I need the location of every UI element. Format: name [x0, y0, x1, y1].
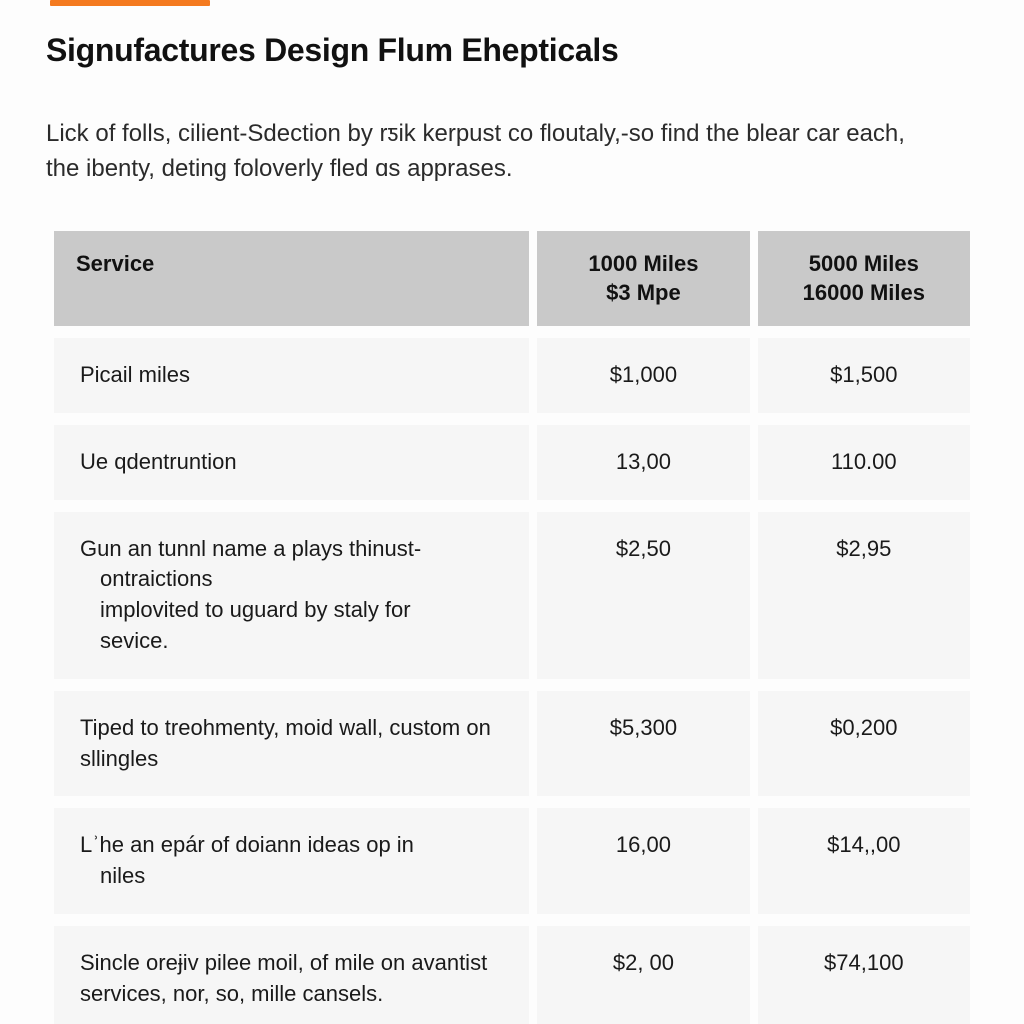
- cell-col2: $14,,00: [758, 808, 970, 914]
- table-row-gap: [54, 679, 970, 691]
- cell-text: Gun an tunnl name a plays thinust-: [80, 536, 421, 561]
- intro-paragraph: Lick of folls, cilient-Sdection by rƽik …: [46, 117, 926, 187]
- cell-service: Picail miles: [54, 338, 529, 413]
- cell-col1: 13,00: [537, 425, 749, 500]
- cell-col1: $1,000: [537, 338, 749, 413]
- cell-col2: $74,100: [758, 926, 970, 1024]
- table-row-gap: [54, 796, 970, 808]
- cell-text: Picail miles: [80, 362, 190, 387]
- accent-bar: [50, 0, 210, 6]
- table-row-gap: [54, 413, 970, 425]
- table-row-gap: [54, 326, 970, 338]
- cell-text: niles: [80, 861, 499, 892]
- table-row: Tiped to treohmenty, moid wall, custom o…: [54, 691, 970, 797]
- cell-service: Ue qdentruntion: [54, 425, 529, 500]
- col-header-5000miles: 5000 Miles 16000 Miles: [758, 231, 970, 326]
- col-header-line1: Service: [76, 251, 154, 276]
- cell-service: Tiped to treohmenty, moid wall, custom o…: [54, 691, 529, 797]
- cell-text: Ue qdentruntion: [80, 449, 237, 474]
- pricing-table: Service 1000 Miles $3 Mpe 5000 Miles 160…: [46, 231, 978, 1024]
- cell-text: Tiped to treohmenty, moid wall, custom o…: [80, 715, 491, 771]
- cell-service: Gun an tunnl name a plays thinust-ontrai…: [54, 512, 529, 679]
- col-header-line1: 5000 Miles: [809, 251, 919, 276]
- cell-text: ontraictions: [80, 564, 499, 595]
- col-header-service: Service: [54, 231, 529, 326]
- cell-col1: $5,300: [537, 691, 749, 797]
- table-row-gap: [54, 500, 970, 512]
- table-row: Ue qdentruntion 13,00110.00: [54, 425, 970, 500]
- col-header-line2: 16000 Miles: [780, 278, 948, 308]
- table-row-gap: [54, 914, 970, 926]
- cell-text: sevice.: [80, 626, 499, 657]
- col-header-line2: $3 Mpe: [559, 278, 727, 308]
- cell-service: Lʾhe an epár of doiann ideas op in niles: [54, 808, 529, 914]
- cell-col2: $0,200: [758, 691, 970, 797]
- col-header-1000miles: 1000 Miles $3 Mpe: [537, 231, 749, 326]
- table-row: Picail miles $1,000$1,500: [54, 338, 970, 413]
- cell-text: implovited to uguard by staly for: [80, 595, 499, 626]
- table-row: Sincle oreɉiv pilee moil, of mile on ava…: [54, 926, 970, 1024]
- cell-col2: 110.00: [758, 425, 970, 500]
- cell-col2: $2,95: [758, 512, 970, 679]
- cell-col1: $2, 00: [537, 926, 749, 1024]
- table-row: Lʾhe an epár of doiann ideas op in niles…: [54, 808, 970, 914]
- page-title: Signufactures Design Flum Ehepticals: [46, 32, 978, 69]
- col-header-line1: 1000 Miles: [588, 251, 698, 276]
- cell-text: Sincle oreɉiv pilee moil, of mile on ava…: [80, 950, 487, 1006]
- cell-col2: $1,500: [758, 338, 970, 413]
- cell-col1: $2,50: [537, 512, 749, 679]
- cell-col1: 16,00: [537, 808, 749, 914]
- cell-service: Sincle oreɉiv pilee moil, of mile on ava…: [54, 926, 529, 1024]
- cell-text: Lʾhe an epár of doiann ideas op in: [80, 832, 414, 857]
- table-row: Gun an tunnl name a plays thinust-ontrai…: [54, 512, 970, 679]
- table-header-row: Service 1000 Miles $3 Mpe 5000 Miles 160…: [54, 231, 970, 326]
